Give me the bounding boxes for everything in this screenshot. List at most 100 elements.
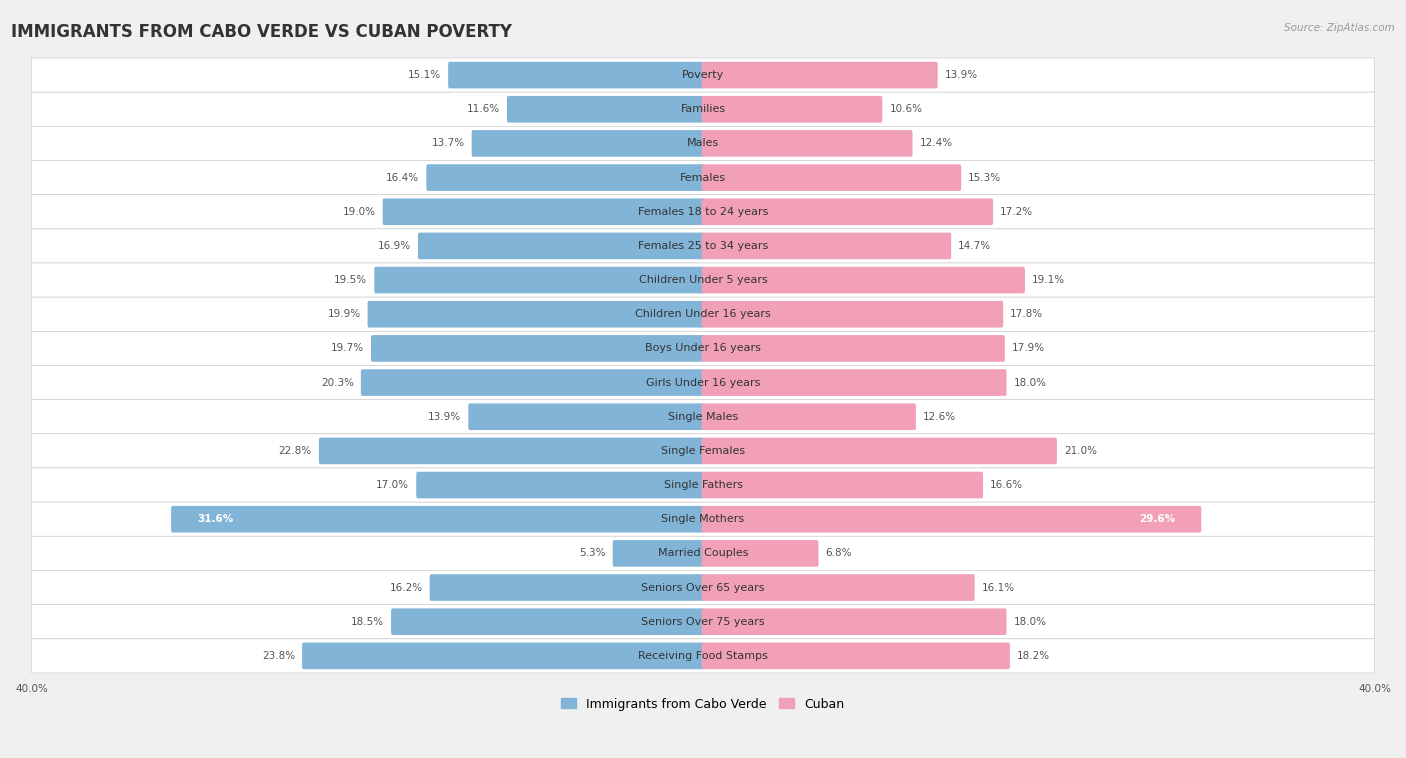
FancyBboxPatch shape	[31, 399, 1375, 434]
FancyBboxPatch shape	[31, 229, 1375, 263]
FancyBboxPatch shape	[468, 403, 704, 430]
Text: Females 18 to 24 years: Females 18 to 24 years	[638, 207, 768, 217]
Text: 23.8%: 23.8%	[262, 651, 295, 661]
FancyBboxPatch shape	[702, 369, 1007, 396]
FancyBboxPatch shape	[31, 161, 1375, 195]
FancyBboxPatch shape	[702, 199, 993, 225]
Text: 19.1%: 19.1%	[1032, 275, 1066, 285]
Text: Source: ZipAtlas.com: Source: ZipAtlas.com	[1284, 23, 1395, 33]
Text: 20.3%: 20.3%	[321, 377, 354, 387]
FancyBboxPatch shape	[371, 335, 704, 362]
FancyBboxPatch shape	[319, 437, 704, 464]
Text: 12.6%: 12.6%	[922, 412, 956, 421]
Text: 5.3%: 5.3%	[579, 548, 606, 559]
FancyBboxPatch shape	[449, 62, 704, 89]
FancyBboxPatch shape	[702, 62, 938, 89]
Text: IMMIGRANTS FROM CABO VERDE VS CUBAN POVERTY: IMMIGRANTS FROM CABO VERDE VS CUBAN POVE…	[11, 23, 512, 41]
Text: 12.4%: 12.4%	[920, 139, 953, 149]
FancyBboxPatch shape	[31, 331, 1375, 365]
Legend: Immigrants from Cabo Verde, Cuban: Immigrants from Cabo Verde, Cuban	[557, 693, 849, 716]
Text: Seniors Over 75 years: Seniors Over 75 years	[641, 617, 765, 627]
FancyBboxPatch shape	[426, 164, 704, 191]
Text: Boys Under 16 years: Boys Under 16 years	[645, 343, 761, 353]
FancyBboxPatch shape	[702, 643, 1010, 669]
FancyBboxPatch shape	[31, 605, 1375, 639]
FancyBboxPatch shape	[31, 468, 1375, 502]
FancyBboxPatch shape	[31, 365, 1375, 399]
FancyBboxPatch shape	[702, 301, 1004, 327]
FancyBboxPatch shape	[702, 96, 883, 123]
Text: 17.8%: 17.8%	[1011, 309, 1043, 319]
Text: 31.6%: 31.6%	[198, 514, 233, 525]
Text: 11.6%: 11.6%	[467, 105, 501, 114]
Text: 18.2%: 18.2%	[1017, 651, 1050, 661]
FancyBboxPatch shape	[31, 434, 1375, 468]
FancyBboxPatch shape	[702, 233, 950, 259]
FancyBboxPatch shape	[702, 335, 1005, 362]
FancyBboxPatch shape	[702, 403, 915, 430]
Text: 29.6%: 29.6%	[1139, 514, 1175, 525]
Text: 6.8%: 6.8%	[825, 548, 852, 559]
FancyBboxPatch shape	[391, 609, 704, 635]
FancyBboxPatch shape	[418, 233, 704, 259]
Text: 18.0%: 18.0%	[1014, 617, 1046, 627]
Text: 21.0%: 21.0%	[1064, 446, 1097, 456]
Text: Receiving Food Stamps: Receiving Food Stamps	[638, 651, 768, 661]
FancyBboxPatch shape	[302, 643, 704, 669]
FancyBboxPatch shape	[702, 267, 1025, 293]
FancyBboxPatch shape	[702, 164, 962, 191]
Text: Girls Under 16 years: Girls Under 16 years	[645, 377, 761, 387]
Text: Females 25 to 34 years: Females 25 to 34 years	[638, 241, 768, 251]
FancyBboxPatch shape	[702, 609, 1007, 635]
Text: 15.3%: 15.3%	[969, 173, 1001, 183]
Text: 16.6%: 16.6%	[990, 480, 1024, 490]
FancyBboxPatch shape	[702, 506, 1201, 533]
Text: Single Males: Single Males	[668, 412, 738, 421]
FancyBboxPatch shape	[416, 471, 704, 498]
Text: Single Females: Single Females	[661, 446, 745, 456]
Text: 18.0%: 18.0%	[1014, 377, 1046, 387]
Text: 14.7%: 14.7%	[959, 241, 991, 251]
Text: 16.1%: 16.1%	[981, 583, 1015, 593]
FancyBboxPatch shape	[367, 301, 704, 327]
Text: 19.5%: 19.5%	[335, 275, 367, 285]
FancyBboxPatch shape	[31, 537, 1375, 571]
Text: 13.9%: 13.9%	[945, 70, 979, 80]
Text: 17.9%: 17.9%	[1012, 343, 1045, 353]
FancyBboxPatch shape	[702, 437, 1057, 464]
FancyBboxPatch shape	[31, 297, 1375, 331]
FancyBboxPatch shape	[172, 506, 704, 533]
Text: 19.0%: 19.0%	[343, 207, 375, 217]
FancyBboxPatch shape	[31, 571, 1375, 605]
FancyBboxPatch shape	[613, 540, 704, 567]
Text: 17.0%: 17.0%	[377, 480, 409, 490]
Text: 13.7%: 13.7%	[432, 139, 464, 149]
Text: 10.6%: 10.6%	[890, 105, 922, 114]
Text: 16.2%: 16.2%	[389, 583, 423, 593]
FancyBboxPatch shape	[702, 130, 912, 157]
Text: Single Fathers: Single Fathers	[664, 480, 742, 490]
Text: 19.9%: 19.9%	[328, 309, 360, 319]
Text: Single Mothers: Single Mothers	[661, 514, 745, 525]
FancyBboxPatch shape	[374, 267, 704, 293]
FancyBboxPatch shape	[31, 639, 1375, 673]
FancyBboxPatch shape	[31, 92, 1375, 127]
FancyBboxPatch shape	[31, 263, 1375, 297]
FancyBboxPatch shape	[31, 502, 1375, 537]
Text: Married Couples: Married Couples	[658, 548, 748, 559]
Text: Families: Families	[681, 105, 725, 114]
Text: 13.9%: 13.9%	[427, 412, 461, 421]
Text: 16.9%: 16.9%	[378, 241, 411, 251]
Text: 16.4%: 16.4%	[387, 173, 419, 183]
FancyBboxPatch shape	[382, 199, 704, 225]
Text: Seniors Over 65 years: Seniors Over 65 years	[641, 583, 765, 593]
Text: Children Under 5 years: Children Under 5 years	[638, 275, 768, 285]
FancyBboxPatch shape	[508, 96, 704, 123]
FancyBboxPatch shape	[31, 127, 1375, 161]
FancyBboxPatch shape	[702, 471, 983, 498]
FancyBboxPatch shape	[31, 58, 1375, 92]
Text: 17.2%: 17.2%	[1000, 207, 1033, 217]
Text: 15.1%: 15.1%	[408, 70, 441, 80]
FancyBboxPatch shape	[702, 540, 818, 567]
FancyBboxPatch shape	[361, 369, 704, 396]
